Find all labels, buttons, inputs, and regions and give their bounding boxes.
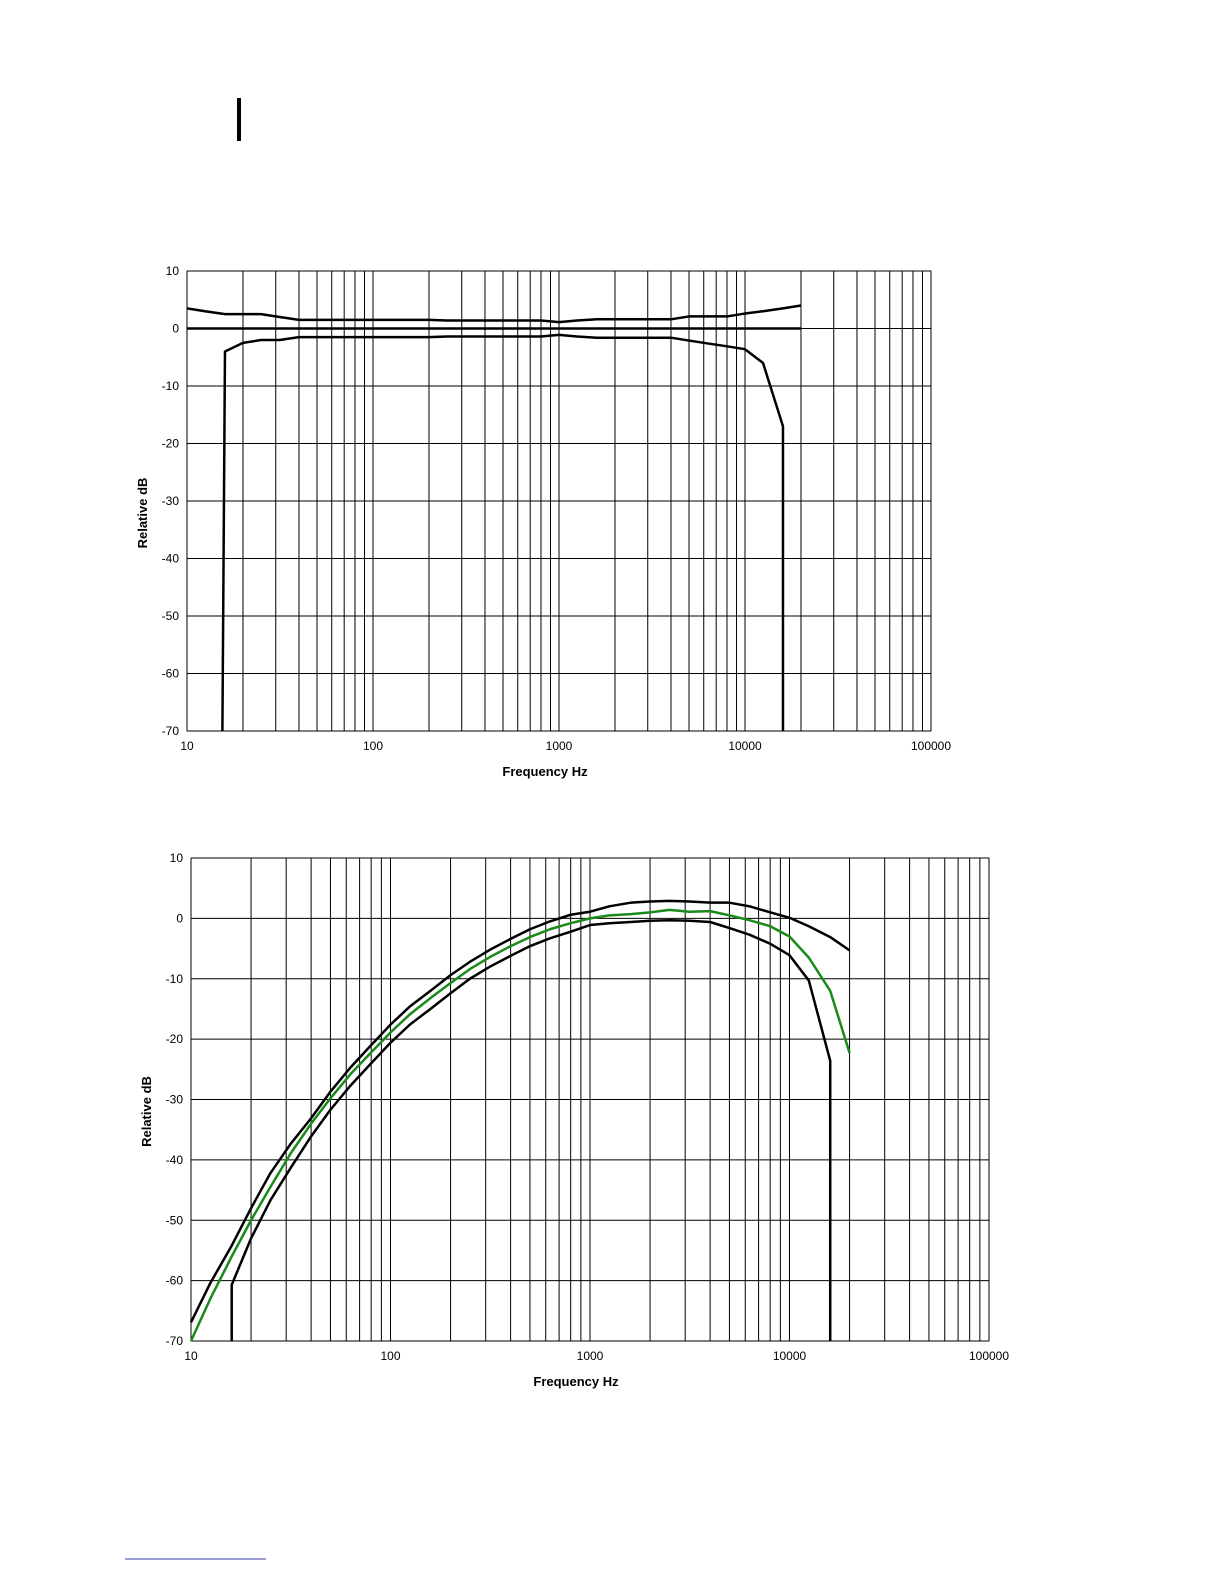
x-tick-label: 100000: [911, 739, 951, 753]
y-tick-label: 10: [166, 264, 180, 278]
data-line: [189, 899, 851, 1323]
y-axis-title: Relative dB: [139, 1076, 154, 1147]
y-axis-title: Relative dB: [135, 478, 150, 549]
y-tick-label: -70: [162, 724, 180, 738]
x-tick-label: 100000: [969, 1349, 1009, 1363]
x-tick-label: 10000: [728, 739, 762, 753]
x-tick-label: 100: [380, 1349, 400, 1363]
chart: 10 100 1000 10000 100000-70-60-50-40-30-20-1…: [135, 264, 951, 779]
x-axis-title: Frequency Hz: [502, 764, 588, 779]
y-tick-label: -20: [162, 437, 180, 451]
data-line: [221, 333, 785, 732]
text-cursor: [237, 98, 241, 141]
chart: 10 100 1000 10000 100000-70-60-50-40-30-20-1…: [139, 851, 1009, 1389]
x-tick-label: 1000: [546, 739, 573, 753]
x-tick-label: 10: [180, 739, 194, 753]
y-tick-label: -20: [166, 1032, 184, 1046]
y-tick-label: -30: [162, 494, 180, 508]
y-tick-label: -70: [166, 1334, 184, 1348]
y-tick-label: -50: [162, 609, 180, 623]
y-tick-label: -60: [162, 667, 180, 681]
x-tick-label: 100: [363, 739, 383, 753]
x-tick-label: 10000: [773, 1349, 807, 1363]
x-tick-label: 1000: [577, 1349, 604, 1363]
x-tick-label: 10: [184, 1349, 198, 1363]
y-tick-label: -50: [166, 1213, 184, 1227]
y-tick-label: 0: [176, 911, 183, 925]
data-line: [186, 304, 802, 324]
x-axis-title: Frequency Hz: [533, 1374, 619, 1389]
y-tick-label: -60: [166, 1274, 184, 1288]
y-tick-label: 0: [172, 322, 179, 336]
y-tick-label: -40: [162, 552, 180, 566]
y-tick-label: -30: [166, 1093, 184, 1107]
y-tick-label: -10: [166, 972, 184, 986]
data-line: [230, 918, 832, 1341]
y-tick-label: -10: [162, 379, 180, 393]
y-tick-label: -40: [166, 1153, 184, 1167]
data-line: [189, 908, 851, 1342]
y-tick-label: 10: [170, 851, 184, 865]
